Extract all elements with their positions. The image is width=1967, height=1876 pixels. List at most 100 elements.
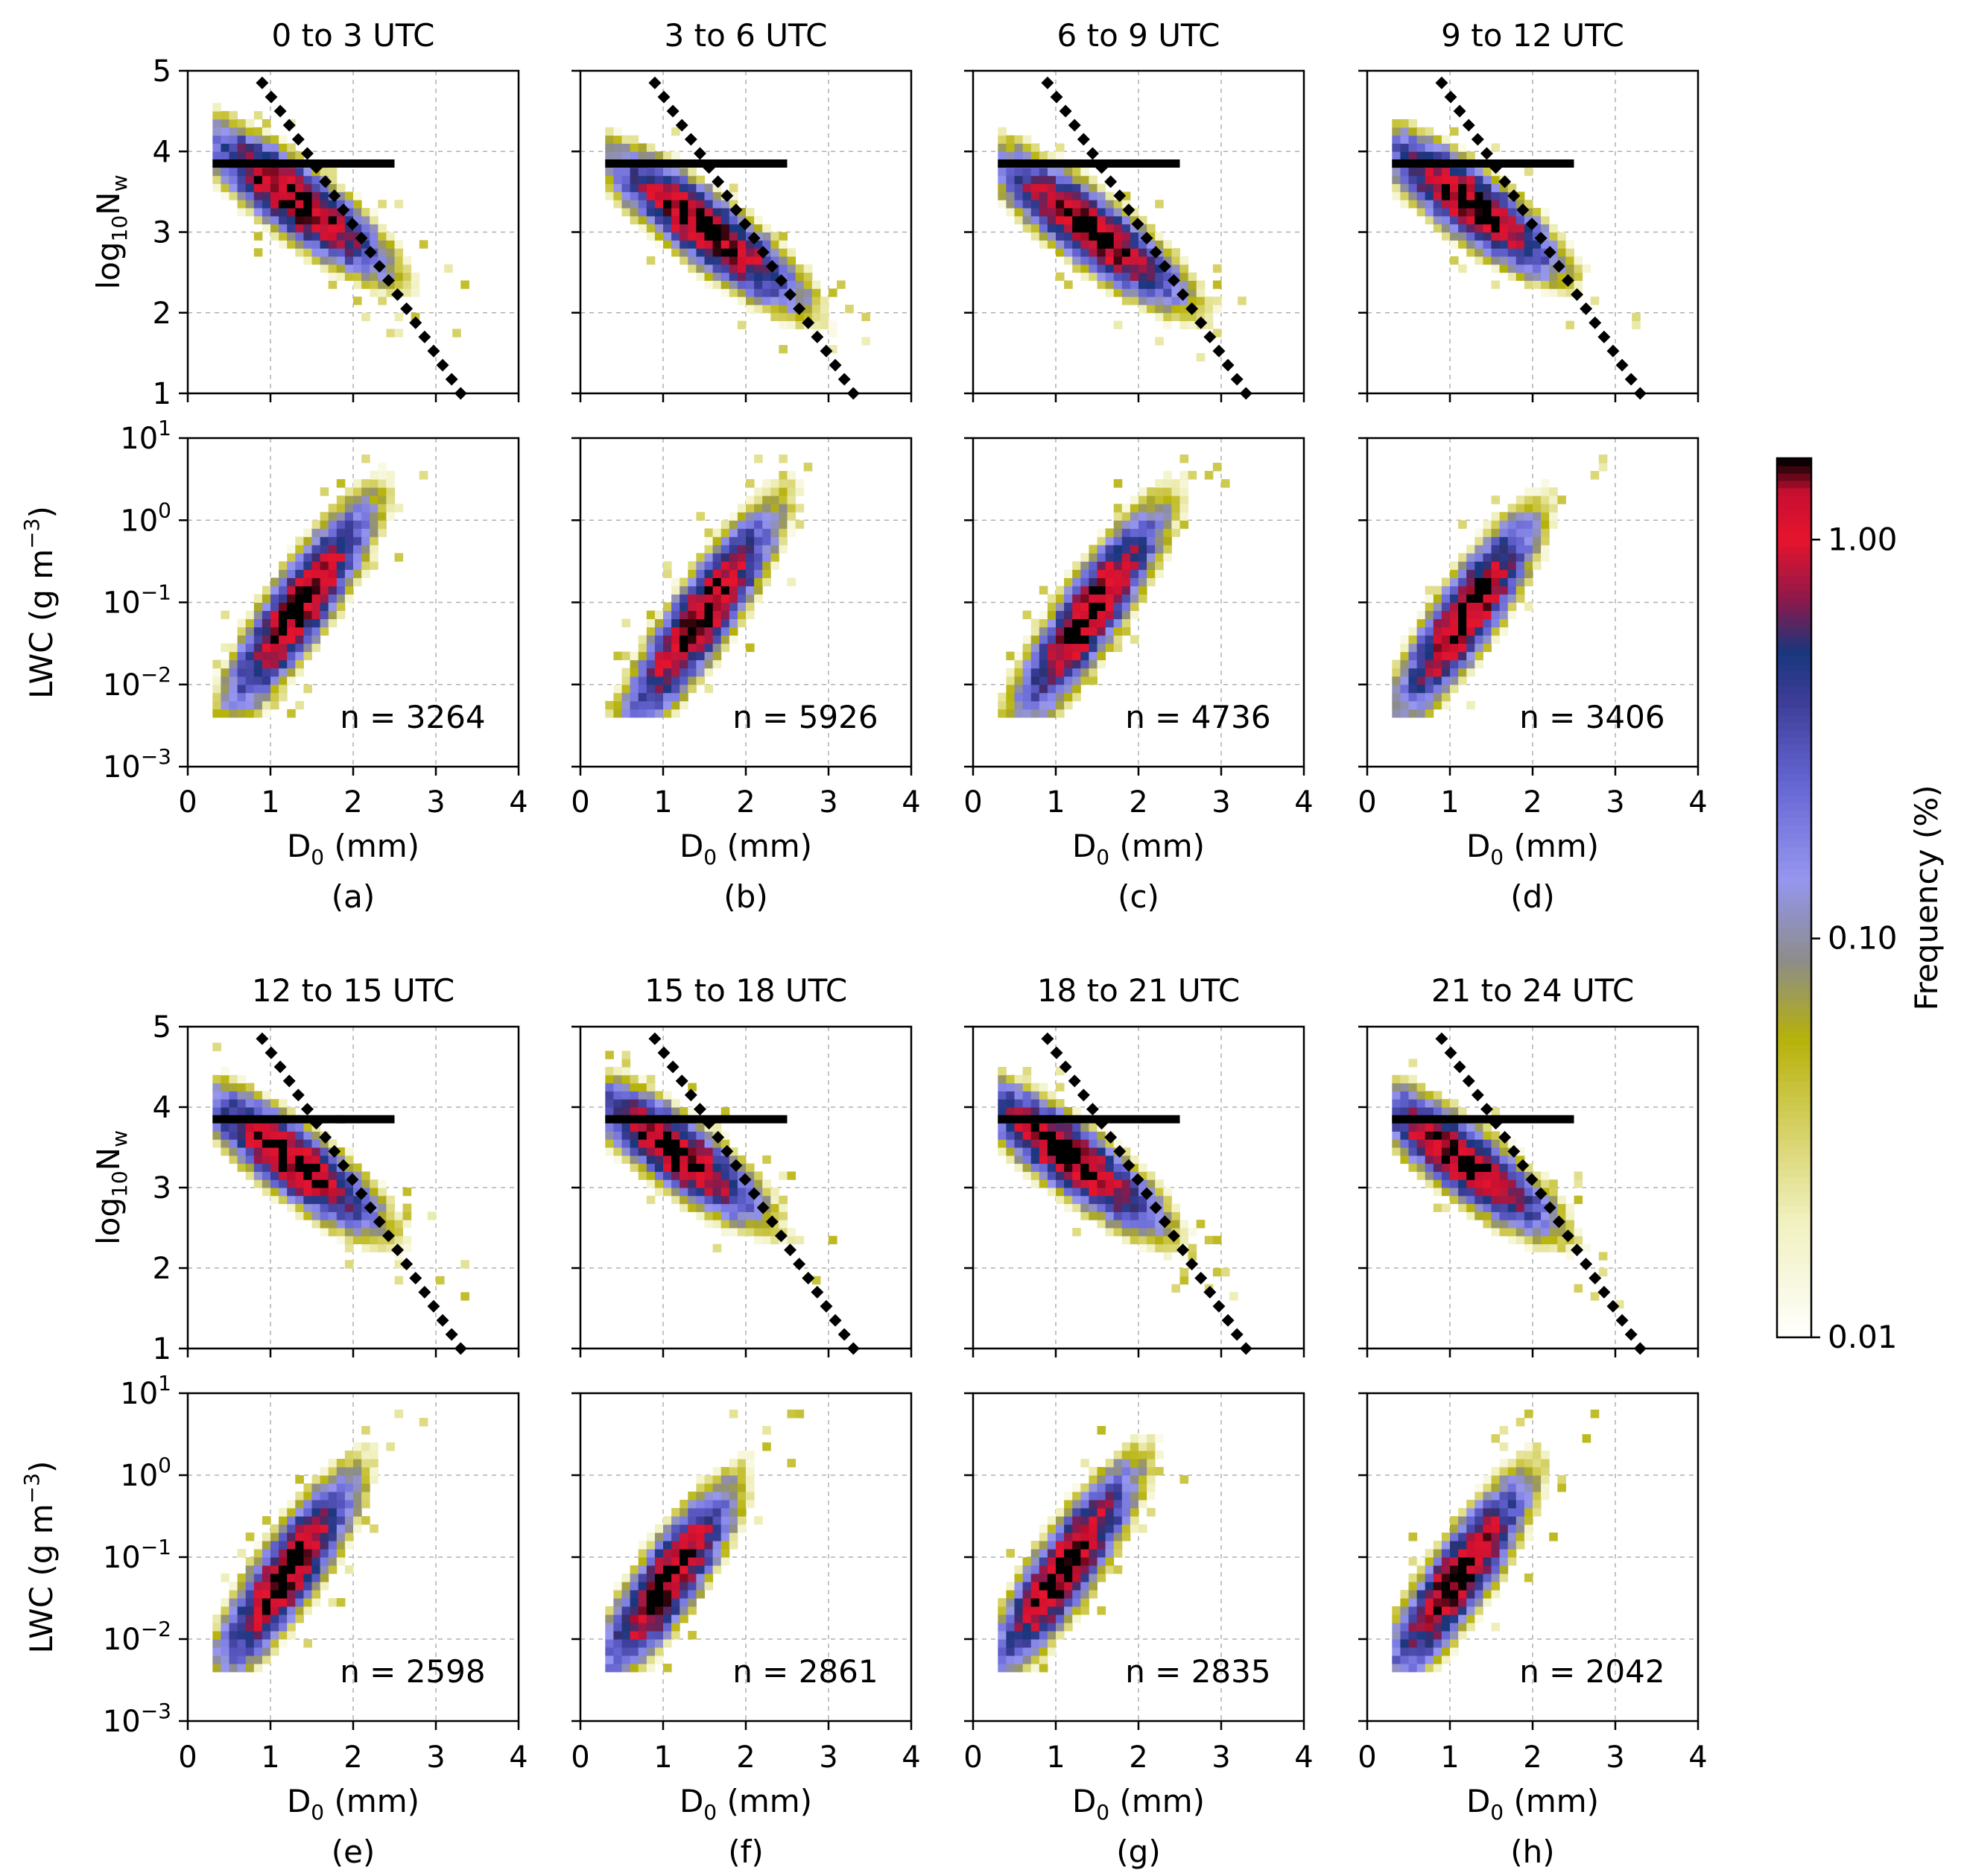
- heatmap-cell: [630, 1574, 639, 1582]
- heatmap-cell: [1416, 1557, 1426, 1566]
- heatmap-cell: [344, 224, 354, 232]
- heatmap-cell: [1014, 1565, 1024, 1574]
- heatmap-cell: [1433, 143, 1442, 152]
- heatmap-cell: [1047, 1557, 1057, 1566]
- heatmap-cell: [737, 1475, 747, 1484]
- heatmap-cell: [680, 651, 688, 661]
- heatmap-cell: [688, 651, 697, 661]
- heatmap-cell: [688, 1541, 697, 1550]
- heatmap-cell: [1064, 1598, 1073, 1607]
- heatmap-cell: [353, 1220, 362, 1229]
- heatmap-cell: [245, 700, 255, 710]
- heatmap-cell: [696, 577, 705, 586]
- heatmap-cell: [1113, 232, 1123, 241]
- heatmap-cell: [621, 1614, 631, 1623]
- heatmap-cell: [295, 1131, 304, 1140]
- reference-dot: [391, 1243, 405, 1257]
- heatmap-cell: [720, 1500, 730, 1509]
- heatmap-cell: [1121, 1220, 1131, 1229]
- heatmap-cell: [712, 224, 722, 232]
- heatmap-cell: [787, 297, 796, 305]
- heatmap-cell: [654, 668, 664, 677]
- heatmap-cell: [229, 1606, 238, 1615]
- heatmap-cell: [1524, 224, 1533, 232]
- heatmap-cell: [1450, 1606, 1459, 1615]
- heatmap-cell: [1006, 143, 1015, 152]
- heatmap-cell: [712, 1123, 722, 1132]
- x-tick-label: 3: [819, 785, 837, 820]
- heatmap-cell: [1416, 1606, 1426, 1615]
- heatmap-cell: [1392, 183, 1401, 192]
- heatmap-cell: [696, 191, 705, 200]
- heatmap-cell: [688, 1500, 697, 1509]
- heatmap-cell: [737, 1203, 747, 1212]
- heatmap-cell: [303, 215, 312, 225]
- heatmap-cell: [1155, 1188, 1164, 1197]
- heatmap-cell: [1064, 1524, 1073, 1533]
- heatmap-cell: [663, 1639, 672, 1648]
- heatmap-cell: [1113, 1549, 1123, 1558]
- heatmap-cell: [1549, 495, 1558, 504]
- heatmap-cell: [1549, 240, 1558, 249]
- heatmap-cell: [1030, 1155, 1040, 1164]
- heatmap-cell: [803, 288, 813, 297]
- heatmap-cell: [762, 487, 771, 496]
- heatmap-cell: [737, 618, 747, 628]
- heatmap-cell: [245, 1590, 255, 1599]
- heatmap-cell: [212, 1664, 221, 1673]
- heatmap-cell: [1064, 1557, 1073, 1566]
- reference-dot: [328, 189, 341, 203]
- heatmap-cell: [654, 1549, 664, 1558]
- heatmap-cell: [638, 1639, 647, 1648]
- heatmap-cell: [378, 297, 387, 305]
- heatmap-cell: [303, 167, 312, 177]
- heatmap-cell: [1047, 1516, 1057, 1525]
- heatmap-cell: [646, 256, 656, 265]
- heatmap-cell: [1006, 1582, 1015, 1591]
- heatmap-cell: [1047, 215, 1057, 225]
- heatmap-cell: [671, 1541, 680, 1550]
- y-tick-base: 10: [103, 668, 141, 703]
- heatmap-cell: [1105, 610, 1115, 620]
- heatmap-cell: [1400, 1639, 1409, 1648]
- heatmap-cell: [680, 1598, 688, 1607]
- heatmap-cell: [1400, 200, 1409, 209]
- heatmap-cell: [361, 1459, 370, 1468]
- heatmap-cell: [1466, 1147, 1475, 1156]
- heatmap-cell: [1491, 512, 1501, 521]
- heatmap-cell: [1080, 175, 1089, 185]
- heatmap-cell: [1400, 1598, 1409, 1607]
- heatmap-cell: [712, 1467, 722, 1476]
- heatmap-cell: [654, 1582, 664, 1591]
- heatmap-cell: [688, 1139, 697, 1148]
- heatmap-cell: [295, 1574, 304, 1582]
- heatmap-cell: [1533, 248, 1542, 257]
- heatmap-cell: [1039, 1598, 1048, 1607]
- heatmap-cell: [287, 1147, 296, 1156]
- heatmap-cell: [1089, 1147, 1097, 1156]
- nw-panel: [964, 1025, 1305, 1357]
- heatmap-cell: [737, 553, 747, 562]
- heatmap-cell: [262, 676, 271, 685]
- heatmap-cell: [1524, 1179, 1533, 1188]
- heatmap-cell: [1022, 1557, 1032, 1566]
- heatmap-cell: [1425, 1582, 1434, 1591]
- heatmap-cell: [638, 143, 647, 152]
- heatmap-cell: [1138, 280, 1147, 289]
- heatmap-cell: [1441, 1541, 1451, 1550]
- x-label-rest: (mm): [1504, 828, 1599, 864]
- heatmap-cell: [1408, 1614, 1418, 1623]
- heatmap-cell: [212, 183, 221, 192]
- heatmap-cell: [336, 1203, 346, 1212]
- heatmap-cell: [1466, 545, 1475, 554]
- nw-ylabel-base: log: [90, 1197, 127, 1245]
- heatmap-cell: [229, 183, 238, 192]
- heatmap-cell: [1466, 1139, 1475, 1148]
- heatmap-cell: [1014, 1163, 1024, 1172]
- heatmap-cell: [1179, 1475, 1189, 1484]
- heatmap-cell: [1458, 1195, 1467, 1205]
- heatmap-cell: [1450, 127, 1459, 136]
- heatmap-cell: [688, 215, 697, 225]
- heatmap-cell: [630, 709, 639, 718]
- heatmap-cell: [1155, 1211, 1164, 1220]
